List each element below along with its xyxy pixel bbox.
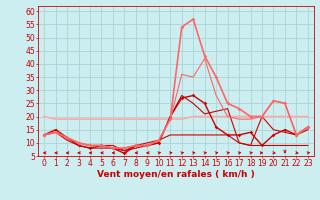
X-axis label: Vent moyen/en rafales ( km/h ): Vent moyen/en rafales ( km/h ) — [97, 170, 255, 179]
